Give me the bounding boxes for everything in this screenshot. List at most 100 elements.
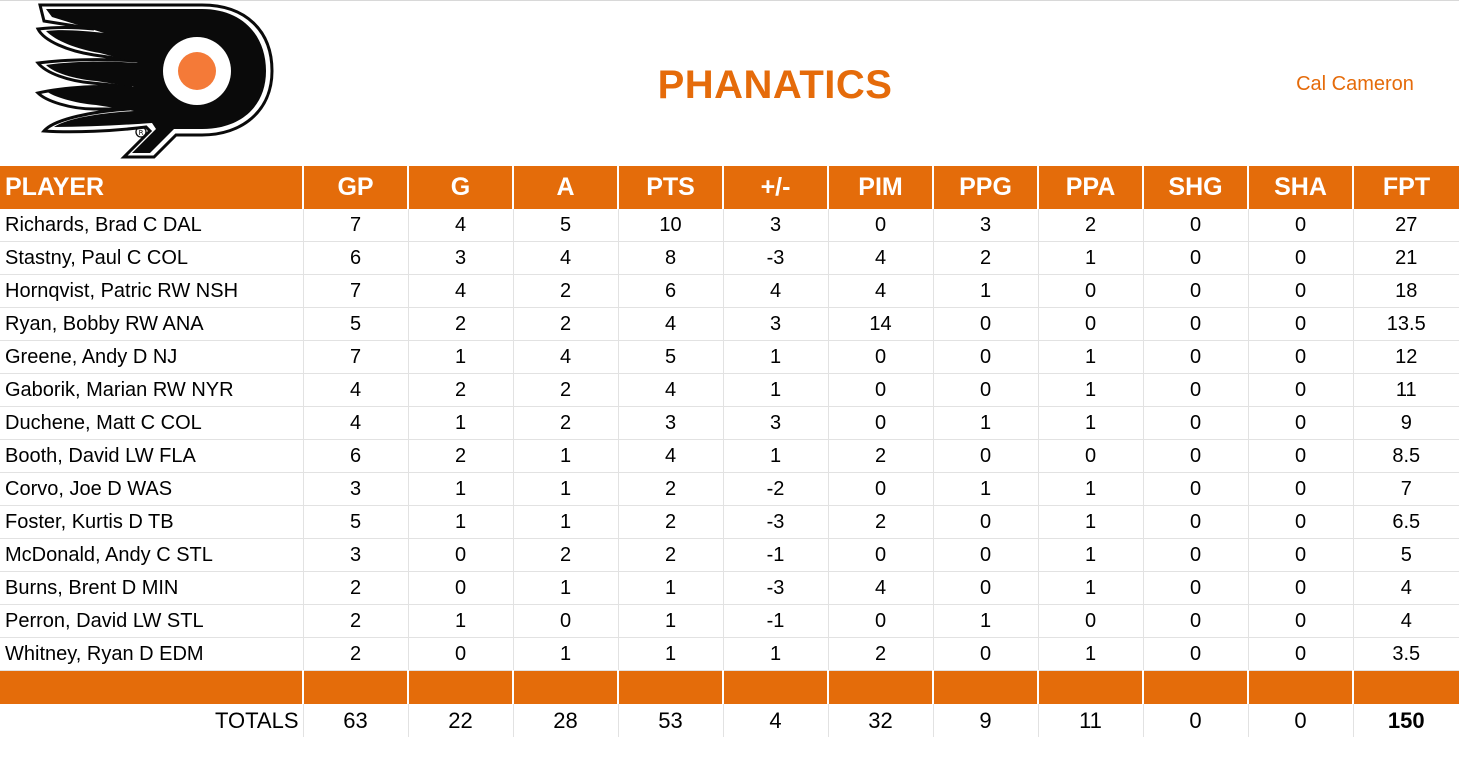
cell-player: Ryan, Bobby RW ANA bbox=[0, 307, 303, 341]
page-header: R PHANATICS Cal Cameron bbox=[0, 0, 1459, 165]
cell-player: Gaborik, Marian RW NYR bbox=[0, 373, 303, 407]
team-name: PHANATICS bbox=[657, 63, 893, 107]
cell-sha: 0 bbox=[1247, 472, 1353, 506]
cell-shg: 0 bbox=[1142, 373, 1248, 407]
cell-shg: 0 bbox=[1142, 472, 1248, 506]
total-pts: 53 bbox=[617, 704, 723, 737]
cell-sha: 0 bbox=[1247, 274, 1353, 308]
table-row: Perron, David LW STL 2 1 0 1 -1 0 1 0 0 0 4 bbox=[0, 604, 1459, 638]
cell-plus-minus: 3 bbox=[722, 406, 828, 440]
svg-text:R: R bbox=[139, 129, 144, 137]
cell-player: Burns, Brent D MIN bbox=[0, 571, 303, 605]
table-row: Corvo, Joe D WAS 3 1 1 2 -2 0 1 1 0 0 7 bbox=[0, 472, 1459, 506]
cell-fpt: 18 bbox=[1352, 274, 1459, 308]
column-header-ppa: PPA bbox=[1037, 166, 1143, 209]
cell-a: 1 bbox=[512, 505, 618, 539]
separator-cell bbox=[1142, 670, 1248, 704]
cell-plus-minus: -3 bbox=[722, 505, 828, 539]
cell-a: 2 bbox=[512, 538, 618, 572]
cell-pim: 2 bbox=[827, 637, 933, 671]
flyers-logo-icon: R bbox=[34, 1, 274, 161]
cell-ppa: 1 bbox=[1037, 241, 1143, 275]
cell-a: 2 bbox=[512, 373, 618, 407]
cell-shg: 0 bbox=[1142, 604, 1248, 638]
cell-pim: 0 bbox=[827, 340, 933, 374]
cell-sha: 0 bbox=[1247, 505, 1353, 539]
cell-a: 1 bbox=[512, 637, 618, 671]
cell-fpt: 21 bbox=[1352, 241, 1459, 275]
cell-pim: 14 bbox=[827, 307, 933, 341]
total-shg: 0 bbox=[1142, 704, 1248, 737]
table-header-row: PLAYER GP G A PTS +/- PIM PPG PPA SHG SHA FPT bbox=[0, 166, 1459, 209]
cell-pts: 1 bbox=[617, 637, 723, 671]
cell-ppg: 0 bbox=[932, 373, 1038, 407]
table-row: Greene, Andy D NJ 7 1 4 5 1 0 0 1 0 0 12 bbox=[0, 340, 1459, 374]
cell-ppa: 0 bbox=[1037, 274, 1143, 308]
separator-cell bbox=[722, 670, 828, 704]
cell-gp: 4 bbox=[302, 406, 408, 440]
table-row: McDonald, Andy C STL 3 0 2 2 -1 0 0 1 0 0 5 bbox=[0, 538, 1459, 572]
cell-fpt: 9 bbox=[1352, 406, 1459, 440]
cell-gp: 4 bbox=[302, 373, 408, 407]
separator-cell bbox=[1352, 670, 1459, 704]
cell-sha: 0 bbox=[1247, 340, 1353, 374]
cell-fpt: 3.5 bbox=[1352, 637, 1459, 671]
separator-cell bbox=[1037, 670, 1143, 704]
cell-fpt: 6.5 bbox=[1352, 505, 1459, 539]
cell-fpt: 4 bbox=[1352, 604, 1459, 638]
cell-gp: 7 bbox=[302, 340, 408, 374]
cell-ppa: 1 bbox=[1037, 571, 1143, 605]
cell-pts: 1 bbox=[617, 604, 723, 638]
cell-gp: 3 bbox=[302, 538, 408, 572]
cell-gp: 3 bbox=[302, 472, 408, 506]
cell-gp: 2 bbox=[302, 571, 408, 605]
cell-ppa: 1 bbox=[1037, 340, 1143, 374]
cell-a: 4 bbox=[512, 340, 618, 374]
cell-pts: 6 bbox=[617, 274, 723, 308]
cell-gp: 2 bbox=[302, 604, 408, 638]
column-header-a: A bbox=[512, 166, 618, 209]
cell-ppa: 0 bbox=[1037, 307, 1143, 341]
cell-plus-minus: -3 bbox=[722, 241, 828, 275]
cell-ppa: 1 bbox=[1037, 538, 1143, 572]
cell-g: 2 bbox=[407, 373, 513, 407]
separator-cell bbox=[617, 670, 723, 704]
cell-player: Hornqvist, Patric RW NSH bbox=[0, 274, 303, 308]
table-row: Ryan, Bobby RW ANA 5 2 2 4 3 14 0 0 0 0 13.5 bbox=[0, 307, 1459, 341]
cell-ppg: 0 bbox=[932, 637, 1038, 671]
cell-plus-minus: -2 bbox=[722, 472, 828, 506]
cell-shg: 0 bbox=[1142, 209, 1248, 242]
cell-ppg: 1 bbox=[932, 274, 1038, 308]
column-header-fpt: FPT bbox=[1352, 166, 1459, 209]
cell-g: 3 bbox=[407, 241, 513, 275]
cell-ppa: 1 bbox=[1037, 505, 1143, 539]
table-row: Hornqvist, Patric RW NSH 7 4 2 6 4 4 1 0 0 0 18 bbox=[0, 274, 1459, 308]
cell-pim: 0 bbox=[827, 406, 933, 440]
cell-g: 1 bbox=[407, 340, 513, 374]
cell-plus-minus: 1 bbox=[722, 439, 828, 473]
cell-shg: 0 bbox=[1142, 637, 1248, 671]
cell-player: Richards, Brad C DAL bbox=[0, 209, 303, 242]
cell-a: 5 bbox=[512, 209, 618, 242]
cell-plus-minus: 3 bbox=[722, 209, 828, 242]
cell-sha: 0 bbox=[1247, 538, 1353, 572]
separator-cell bbox=[407, 670, 513, 704]
cell-sha: 0 bbox=[1247, 241, 1353, 275]
cell-g: 1 bbox=[407, 406, 513, 440]
cell-g: 0 bbox=[407, 637, 513, 671]
cell-pim: 0 bbox=[827, 538, 933, 572]
cell-g: 0 bbox=[407, 538, 513, 572]
cell-shg: 0 bbox=[1142, 538, 1248, 572]
cell-player: Greene, Andy D NJ bbox=[0, 340, 303, 374]
separator-cell bbox=[932, 670, 1038, 704]
column-header-plus-minus: +/- bbox=[722, 166, 828, 209]
cell-pts: 4 bbox=[617, 439, 723, 473]
cell-shg: 0 bbox=[1142, 571, 1248, 605]
cell-shg: 0 bbox=[1142, 274, 1248, 308]
cell-fpt: 13.5 bbox=[1352, 307, 1459, 341]
cell-fpt: 7 bbox=[1352, 472, 1459, 506]
owner-name: Cal Cameron bbox=[1296, 73, 1414, 95]
cell-pts: 10 bbox=[617, 209, 723, 242]
cell-ppa: 1 bbox=[1037, 406, 1143, 440]
separator-cell bbox=[1247, 670, 1353, 704]
